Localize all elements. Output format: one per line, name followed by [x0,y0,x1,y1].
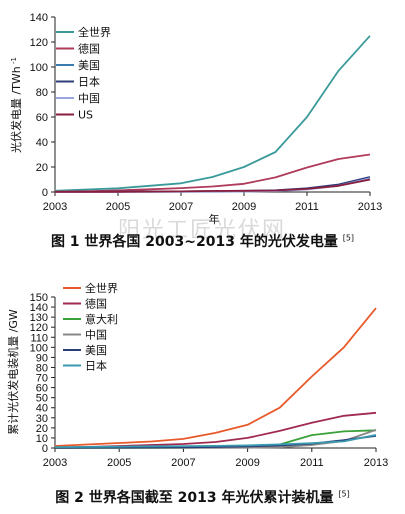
y-tick-label: 100 [30,62,48,74]
legend-label: 德国 [78,42,100,56]
legend-label: 意大利 [85,312,118,326]
y-axis-unit-exponent: -1 [10,57,18,66]
chart-1-caption-ref: [5] [342,233,355,243]
y-tick-label: 130 [30,312,48,324]
y-tick-label: 0 [42,187,48,199]
y-tick-label: 140 [30,12,48,24]
x-tick-label: 2009 [232,201,256,213]
y-tick-label: 90 [36,352,48,364]
y-tick-label: 60 [36,383,48,395]
legend-label: 全世界 [85,281,118,295]
chart-1-caption-text: 图 1 世界各国 2003~2013 年的光伏发电量 [50,234,338,250]
y-tick-label: 60 [36,112,48,124]
legend-label: 美国 [85,344,107,357]
series-line-5 [55,177,371,193]
x-tick-label: 2007 [169,201,193,213]
y-tick-label: 80 [36,87,48,99]
chart-2-caption-text: 图 2 世界各国截至 2013 年光伏累计装机量 [55,490,334,506]
legend-label: 美国 [78,59,100,72]
chart-1-caption: 图 1 世界各国 2003~2013 年的光伏发电量 [5] [0,231,405,251]
y-tick-label: 40 [36,137,48,149]
y-tick-label: 120 [30,37,48,49]
y-tick-label: 20 [36,423,48,435]
series-line-1 [54,307,377,447]
y-tick-label: 120 [30,322,48,334]
legend-label: 中国 [78,92,100,105]
x-tick-label: 2007 [171,457,195,469]
series-line-1 [54,35,371,192]
x-tick-label: 2003 [43,201,67,213]
chart-2-caption: 图 2 世界各国截至 2013 年光伏累计装机量 [5] [0,487,405,507]
y-axis-label: 光伏发电量 /TWh -1 [9,57,23,153]
x-tick-label: 2013 [358,201,382,213]
series-line-6 [55,178,371,193]
y-tick-label: 110 [30,332,48,344]
x-tick-label: 2011 [295,201,319,213]
y-tick-label: 100 [30,342,48,354]
y-tick-label: 140 [30,302,48,314]
y-tick-label: 0 [42,443,48,455]
y-tick-label: 50 [36,393,48,405]
legend-label: 日本 [78,75,100,89]
y-tick-label: 80 [36,362,48,374]
chart-1: 0 20 40 60 80 100 120 140 2003 2005 2007 2009 2011 20… [9,12,382,226]
watermark: 阳光工匠光伏网 [118,218,287,243]
x-axis-label: 年 [209,212,220,226]
legend-label: 德国 [85,297,107,311]
x-tick-label: 2013 [364,457,388,469]
legend-label: US [78,109,93,122]
legend-label: 日本 [85,359,107,373]
x-tick-label: 2009 [235,457,259,469]
y-tick-label: 20 [36,162,48,174]
y-tick-label: 150 [30,292,48,304]
x-tick-label: 2005 [106,201,130,213]
x-tick-label: 2005 [107,457,131,469]
legend-label: 全世界 [78,25,111,39]
x-tick-label: 2011 [300,457,324,469]
y-tick-label: 10 [36,433,48,445]
y-tick-label: 40 [36,403,48,415]
y-tick-label: 30 [36,413,48,425]
y-tick-label: 70 [36,373,48,385]
series-line-2 [54,153,371,193]
series-line-6 [54,434,377,448]
legend-label: 中国 [85,329,107,342]
y-axis-label: 累计光伏发电装机量 /GW [6,309,20,435]
x-tick-label: 2003 [43,457,67,469]
chart-2-caption-ref: [5] [338,489,350,499]
